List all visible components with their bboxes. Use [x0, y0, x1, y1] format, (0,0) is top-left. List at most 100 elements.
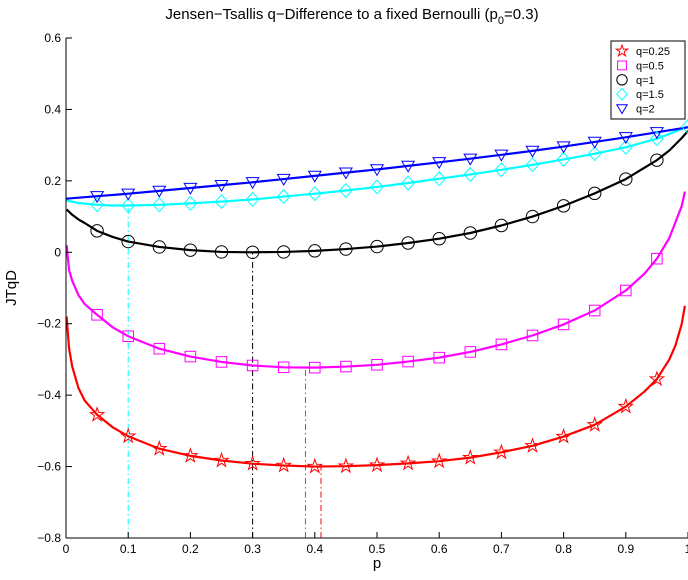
data-point-q=0.25: [275, 456, 292, 473]
data-point-q=0.5: [557, 318, 570, 331]
data-point-q=1.5: [183, 195, 198, 211]
data-point-q=1: [619, 172, 633, 186]
data-point-q=1.5: [339, 182, 353, 199]
x-tick-label: 1: [685, 542, 688, 556]
data-point-q=0.25: [462, 448, 479, 465]
data-point-q=2: [245, 177, 260, 190]
data-point-q=1: [339, 242, 353, 256]
data-point-q=0.25: [493, 443, 510, 460]
data-point-q=0.5: [215, 356, 228, 368]
legend-label: q=0.5: [636, 60, 664, 72]
series-line-q=1: [66, 130, 688, 254]
data-point-q=2: [90, 191, 105, 204]
x-tick-label: 0.3: [244, 542, 261, 556]
x-tick-label: 0.5: [369, 542, 386, 556]
x-tick-label: 0.9: [617, 542, 634, 556]
data-point-q=1: [525, 209, 540, 224]
data-point-q=0.25: [244, 455, 261, 471]
data-point-q=1.5: [152, 197, 167, 213]
data-point-q=1.5: [401, 175, 415, 191]
x-tick-label: 0.1: [120, 542, 137, 556]
data-point-q=0.25: [182, 447, 199, 463]
data-point-q=2: [307, 170, 322, 183]
data-point-q=2: [463, 153, 478, 166]
data-point-q=1.5: [587, 146, 602, 162]
data-point-q=1.5: [276, 189, 291, 205]
x-axis-label: p: [373, 555, 381, 572]
legend-label: q=2: [636, 104, 655, 116]
data-point-q=1.5: [556, 151, 571, 167]
data-point-q=1: [494, 218, 509, 233]
y-tick-label: −0.2: [37, 317, 61, 331]
data-point-q=2: [525, 145, 540, 158]
data-point-q=0.5: [91, 309, 103, 321]
data-point-q=0.5: [340, 360, 352, 373]
data-point-q=0.5: [464, 346, 477, 358]
data-point-q=1: [588, 186, 602, 201]
data-point-q=0.5: [433, 351, 445, 364]
data-point-q=1: [370, 239, 384, 254]
data-point-q=1: [277, 245, 291, 259]
data-point-q=0.25: [213, 451, 230, 468]
data-point-q=1.5: [681, 119, 688, 135]
data-point-q=0.5: [526, 329, 539, 342]
data-point-q=1.5: [245, 191, 260, 207]
data-point-q=2: [649, 127, 664, 140]
data-point-q=1: [401, 236, 415, 250]
data-point-q=0.5: [588, 304, 601, 317]
data-point-q=0.25: [555, 427, 572, 444]
data-point-q=1.5: [463, 166, 478, 182]
data-point-q=2: [556, 141, 571, 154]
data-point-q=1: [152, 240, 167, 254]
data-point-q=2: [152, 185, 167, 198]
y-tick-label: −0.8: [37, 531, 61, 545]
data-point-q=2: [494, 149, 509, 162]
data-point-q=0.25: [88, 406, 106, 422]
series-line-q=1.5: [66, 125, 688, 207]
data-point-q=0.5: [620, 284, 632, 297]
x-tick-label: 0.2: [182, 542, 199, 556]
legend-marker-q=1: [616, 74, 628, 86]
legend-marker-q=2: [615, 104, 629, 115]
data-point-q=1.5: [214, 194, 229, 210]
data-point-q=2: [338, 167, 353, 180]
data-point-q=0.5: [184, 350, 197, 363]
data-point-q=2: [432, 157, 447, 170]
data-point-q=2: [121, 188, 136, 201]
data-point-q=0.5: [651, 252, 663, 265]
data-point-q=1: [650, 153, 664, 167]
data-point-q=1.5: [370, 179, 384, 195]
data-point-q=1.5: [650, 131, 664, 147]
plot-area: [66, 38, 688, 538]
chart-title: Jensen−Tsallis q−Difference to a fixed B…: [165, 6, 538, 27]
data-point-q=1: [214, 245, 229, 259]
data-point-q=2: [276, 173, 291, 186]
data-point-q=2: [401, 160, 416, 173]
plot-background: [66, 38, 688, 538]
x-tick-label: 0: [63, 542, 70, 556]
data-point-q=1: [245, 245, 260, 259]
data-point-q=0.25: [368, 456, 386, 473]
data-point-q=1.5: [307, 186, 322, 202]
y-tick-label: −0.6: [37, 460, 61, 474]
data-point-q=0.5: [122, 330, 134, 342]
chart-title-subscript: 0: [498, 15, 504, 27]
data-point-q=1: [90, 224, 104, 238]
data-point-q=2: [214, 179, 229, 193]
data-point-q=2: [618, 132, 633, 145]
series-markers: [88, 119, 688, 474]
y-tick-label: 0.6: [44, 31, 61, 45]
data-point-q=0.5: [402, 355, 414, 368]
data-point-q=1.5: [90, 197, 104, 213]
series-line-q=0.5: [66, 191, 686, 369]
data-point-q=1.5: [618, 139, 633, 155]
y-tick-label: 0.4: [44, 102, 61, 116]
legend-marker-q=0.25: [614, 43, 630, 58]
data-point-q=1: [463, 226, 477, 240]
data-point-q=0.5: [495, 338, 508, 351]
data-point-q=0.25: [337, 457, 355, 474]
x-tick-label: 0.4: [306, 542, 323, 556]
y-axis-label: JTqD: [3, 270, 20, 306]
x-tick-label: 0.6: [431, 542, 448, 556]
